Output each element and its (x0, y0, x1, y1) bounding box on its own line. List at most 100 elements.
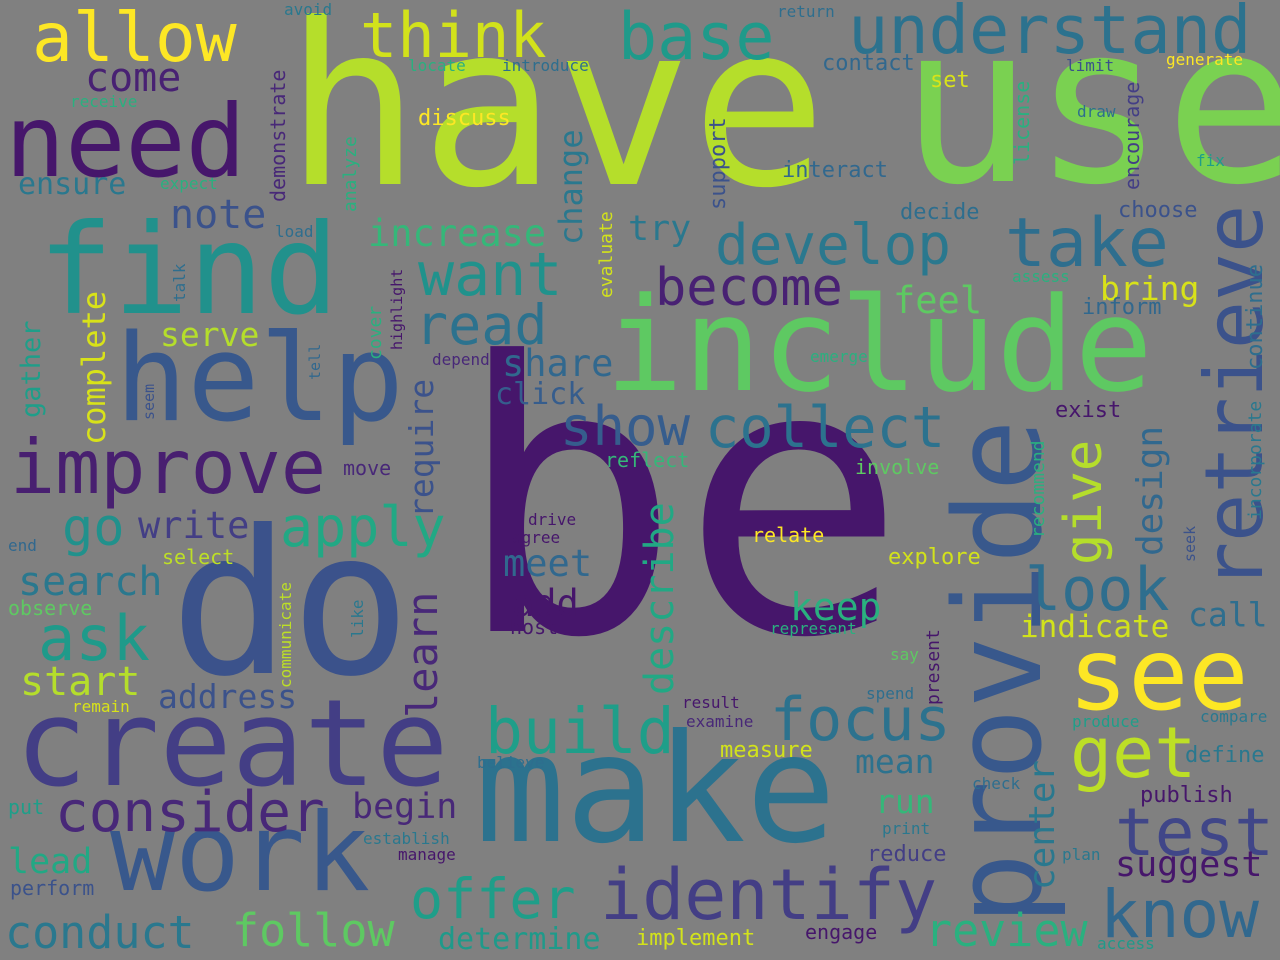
cloud-word: base (618, 0, 775, 75)
cloud-word: conduct (5, 906, 195, 959)
cloud-word: make (475, 703, 837, 877)
cloud-word: understand (848, 0, 1252, 69)
cloud-word: note (170, 192, 267, 238)
cloud-word: go (62, 498, 125, 558)
cloud-word: believe (477, 753, 545, 772)
cloud-word: lead (8, 842, 93, 882)
cloud-word: plan (1062, 845, 1101, 864)
cloud-word: focus (770, 685, 951, 755)
cloud-word: see (1068, 616, 1249, 733)
cloud-word: find (38, 198, 340, 343)
cloud-word: avoid (284, 0, 333, 19)
cloud-word: come (85, 55, 182, 101)
cloud-word: introduce (502, 56, 589, 75)
cloud-word: create (15, 675, 449, 814)
cloud-word: continue (1243, 264, 1268, 370)
cloud-word: relate (752, 523, 825, 547)
cloud-word: like (348, 599, 367, 638)
cloud-word: assess (1012, 267, 1070, 286)
cloud-word: demonstrate (266, 69, 290, 202)
cloud-word: increase (368, 212, 547, 255)
cloud-word: result (682, 693, 740, 712)
cloud-word: try (628, 209, 692, 249)
cloud-word: ask (38, 602, 150, 675)
cloud-word: encourage (1120, 81, 1144, 190)
cloud-word: interact (782, 158, 888, 183)
cloud-word: give (1054, 439, 1114, 565)
cloud-word: indicate (1020, 609, 1170, 645)
cloud-word: share (502, 342, 614, 385)
cloud-word: engage (805, 920, 878, 944)
cloud-word: produce (1072, 712, 1140, 731)
cloud-word: decide (900, 200, 980, 225)
cloud-word: present (923, 629, 944, 705)
cloud-word: seem (140, 383, 158, 420)
cloud-word: agree (512, 528, 561, 547)
cloud-word: evaluate (596, 211, 617, 298)
cloud-word: allow (32, 0, 237, 78)
cloud-word: incorporate (1245, 400, 1266, 520)
cloud-word: test (1115, 794, 1274, 871)
cloud-word: license (1010, 80, 1034, 165)
cloud-word: receive (70, 92, 138, 111)
cloud-word: use (900, 0, 1280, 233)
cloud-word: read (415, 293, 548, 357)
cloud-word: build (485, 695, 675, 768)
cloud-word: print (882, 819, 931, 838)
cloud-word: click (495, 377, 586, 412)
cloud-word: ensure (18, 167, 127, 202)
cloud-word: address (158, 677, 298, 716)
cloud-word: represent (770, 619, 857, 638)
cloud-word: choose (1118, 198, 1198, 223)
cloud-word: exist (1055, 398, 1122, 423)
cloud-word: call (1188, 595, 1268, 634)
cloud-word: gather (16, 320, 47, 418)
cloud-word: help (115, 310, 404, 449)
cloud-word: tell (306, 343, 324, 380)
cloud-word: meet (503, 542, 593, 585)
cloud-word: search (18, 559, 163, 605)
cloud-word: consider (55, 780, 325, 845)
cloud-word: reflect (605, 448, 690, 472)
cloud-word: define (1185, 743, 1265, 768)
cloud-word: manage (398, 845, 456, 864)
cloud-word: learn (398, 591, 447, 718)
cloud-word: support (706, 117, 731, 210)
cloud-word: measure (720, 738, 813, 763)
cloud-word: perform (10, 876, 95, 900)
cloud-word: reduce (867, 842, 947, 867)
cloud-word: recommend (1028, 440, 1049, 538)
cloud-word: say (890, 645, 919, 664)
cloud-word: require (402, 378, 441, 518)
cloud-word: change (552, 129, 590, 245)
cloud-word: explore (888, 545, 981, 570)
cloud-word: get (1070, 712, 1197, 794)
cloud-word: inform (1082, 295, 1162, 320)
cloud-word: feel (893, 279, 983, 322)
cloud-word: examine (686, 712, 754, 731)
cloud-word: communicate (276, 582, 295, 688)
cloud-word: collect (705, 395, 946, 461)
cloud-word: serve (160, 315, 260, 354)
cloud-word: observe (8, 596, 93, 620)
cloud-word: contact (822, 51, 915, 76)
cloud-word: host (510, 615, 559, 639)
cloud-word: show (560, 395, 691, 458)
cloud-word: set (930, 68, 970, 93)
cloud-word: review (925, 904, 1088, 957)
cloud-word: become (655, 258, 843, 318)
cloud-word: seek (1181, 525, 1199, 562)
cloud-word: complete (75, 290, 113, 445)
cloud-word: remain (72, 697, 130, 716)
cloud-word: know (1100, 876, 1259, 953)
cloud-word: keep (790, 585, 882, 629)
cloud-word: follow (232, 904, 395, 957)
cloud-word: spend (866, 684, 915, 703)
cloud-word: want (418, 240, 563, 310)
cloud-word: access (1097, 934, 1155, 953)
cloud-word: design (1130, 425, 1171, 556)
cloud-word: expect (160, 174, 218, 193)
cloud-word: offer (410, 867, 576, 931)
cloud-word: select (162, 545, 235, 569)
